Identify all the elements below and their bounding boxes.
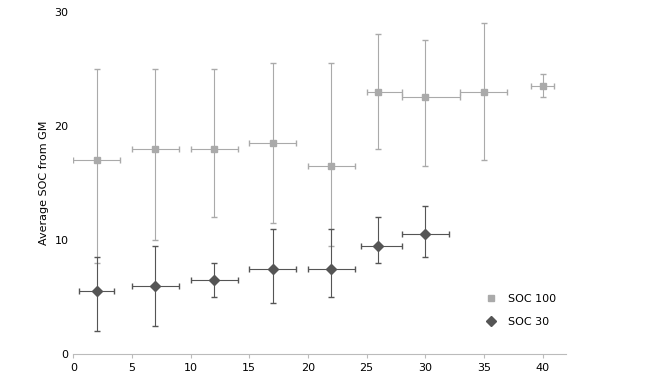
Legend: SOC 100, SOC 30: SOC 100, SOC 30 [476, 289, 561, 331]
Y-axis label: Average SOC from GM: Average SOC from GM [39, 121, 49, 245]
